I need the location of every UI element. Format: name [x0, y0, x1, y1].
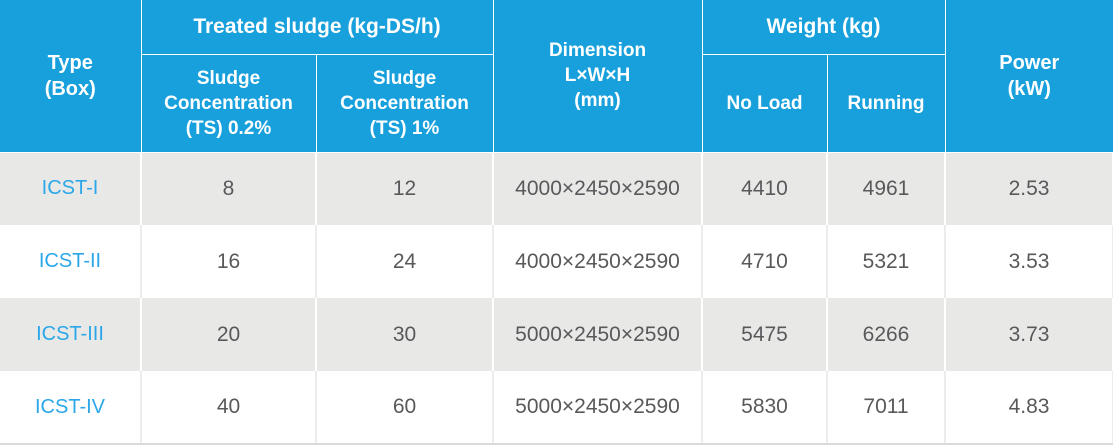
header-running: Running [827, 54, 946, 153]
table-row: ICST-I 8 12 4000×2450×2590 4410 4961 2.5… [0, 152, 1113, 225]
table-row: ICST-IV 40 60 5000×2450×2590 5830 7011 4… [0, 371, 1113, 445]
header-sludge-02-line1: Sludge [196, 67, 261, 89]
header-dimension-line2: L×W×H [564, 65, 631, 87]
header-sludge-1-line3: (TS) 1% [369, 117, 440, 139]
header-dimension-line3: (mm) [574, 90, 621, 112]
header-type: Type (Box) [0, 0, 142, 153]
header-sludge-1-line2: Concentration [340, 92, 469, 114]
cell-ts02: 16 [141, 225, 317, 298]
cell-ts02: 20 [141, 298, 317, 371]
cell-dimension: 4000×2450×2590 [493, 152, 703, 225]
cell-power: 2.53 [945, 152, 1113, 225]
cell-ts1: 60 [316, 371, 494, 445]
cell-type: ICST-III [0, 298, 142, 371]
cell-dimension: 4000×2450×2590 [493, 225, 703, 298]
header-group-row: Type (Box) Treated sludge (kg-DS/h) Dime… [0, 0, 1113, 153]
header-power-line2: (kW) [1007, 77, 1051, 100]
cell-no-load: 5830 [702, 371, 828, 445]
cell-power: 3.53 [945, 225, 1113, 298]
cell-power: 3.73 [945, 298, 1113, 371]
cell-no-load: 4710 [702, 225, 828, 298]
cell-ts1: 24 [316, 225, 494, 298]
cell-running: 5321 [827, 225, 946, 298]
cell-running: 7011 [827, 371, 946, 445]
header-sludge-1-line1: Sludge [372, 67, 437, 89]
table-row: ICST-III 20 30 5000×2450×2590 5475 6266 … [0, 298, 1113, 371]
cell-no-load: 4410 [702, 152, 828, 225]
header-sludge-02-line2: Concentration [164, 92, 293, 114]
header-weight-group: Weight (kg) [702, 0, 946, 55]
table-header: Type (Box) Treated sludge (kg-DS/h) Dime… [0, 0, 1113, 153]
cell-running: 4961 [827, 152, 946, 225]
cell-no-load: 5475 [702, 298, 828, 371]
cell-ts1: 12 [316, 152, 494, 225]
header-dimension-line1: Dimension [548, 40, 647, 62]
cell-power: 4.83 [945, 371, 1113, 445]
cell-type: ICST-I [0, 152, 142, 225]
cell-type: ICST-IV [0, 371, 142, 445]
header-power: Power (kW) [945, 0, 1113, 153]
header-dimension: Dimension L×W×H (mm) [493, 0, 703, 153]
header-sludge-02-line3: (TS) 0.2% [185, 117, 272, 139]
cell-running: 6266 [827, 298, 946, 371]
header-type-line2: (Box) [44, 77, 96, 100]
table-body: ICST-I 8 12 4000×2450×2590 4410 4961 2.5… [0, 152, 1113, 445]
header-treated-sludge-group: Treated sludge (kg-DS/h) [141, 0, 494, 55]
cell-dimension: 5000×2450×2590 [493, 298, 703, 371]
header-sludge-concentration-02: Sludge Concentration (TS) 0.2% [141, 54, 317, 153]
cell-dimension: 5000×2450×2590 [493, 371, 703, 445]
header-sludge-concentration-1: Sludge Concentration (TS) 1% [316, 54, 494, 153]
cell-ts02: 8 [141, 152, 317, 225]
header-sub-row: Sludge Concentration (TS) 0.2% Sludge Co… [0, 54, 1113, 153]
cell-ts1: 30 [316, 298, 494, 371]
header-type-line1: Type [47, 51, 93, 74]
cell-type: ICST-II [0, 225, 142, 298]
table-row: ICST-II 16 24 4000×2450×2590 4710 5321 3… [0, 225, 1113, 298]
header-no-load: No Load [702, 54, 828, 153]
header-power-line1: Power [999, 51, 1060, 74]
cell-ts02: 40 [141, 371, 317, 445]
